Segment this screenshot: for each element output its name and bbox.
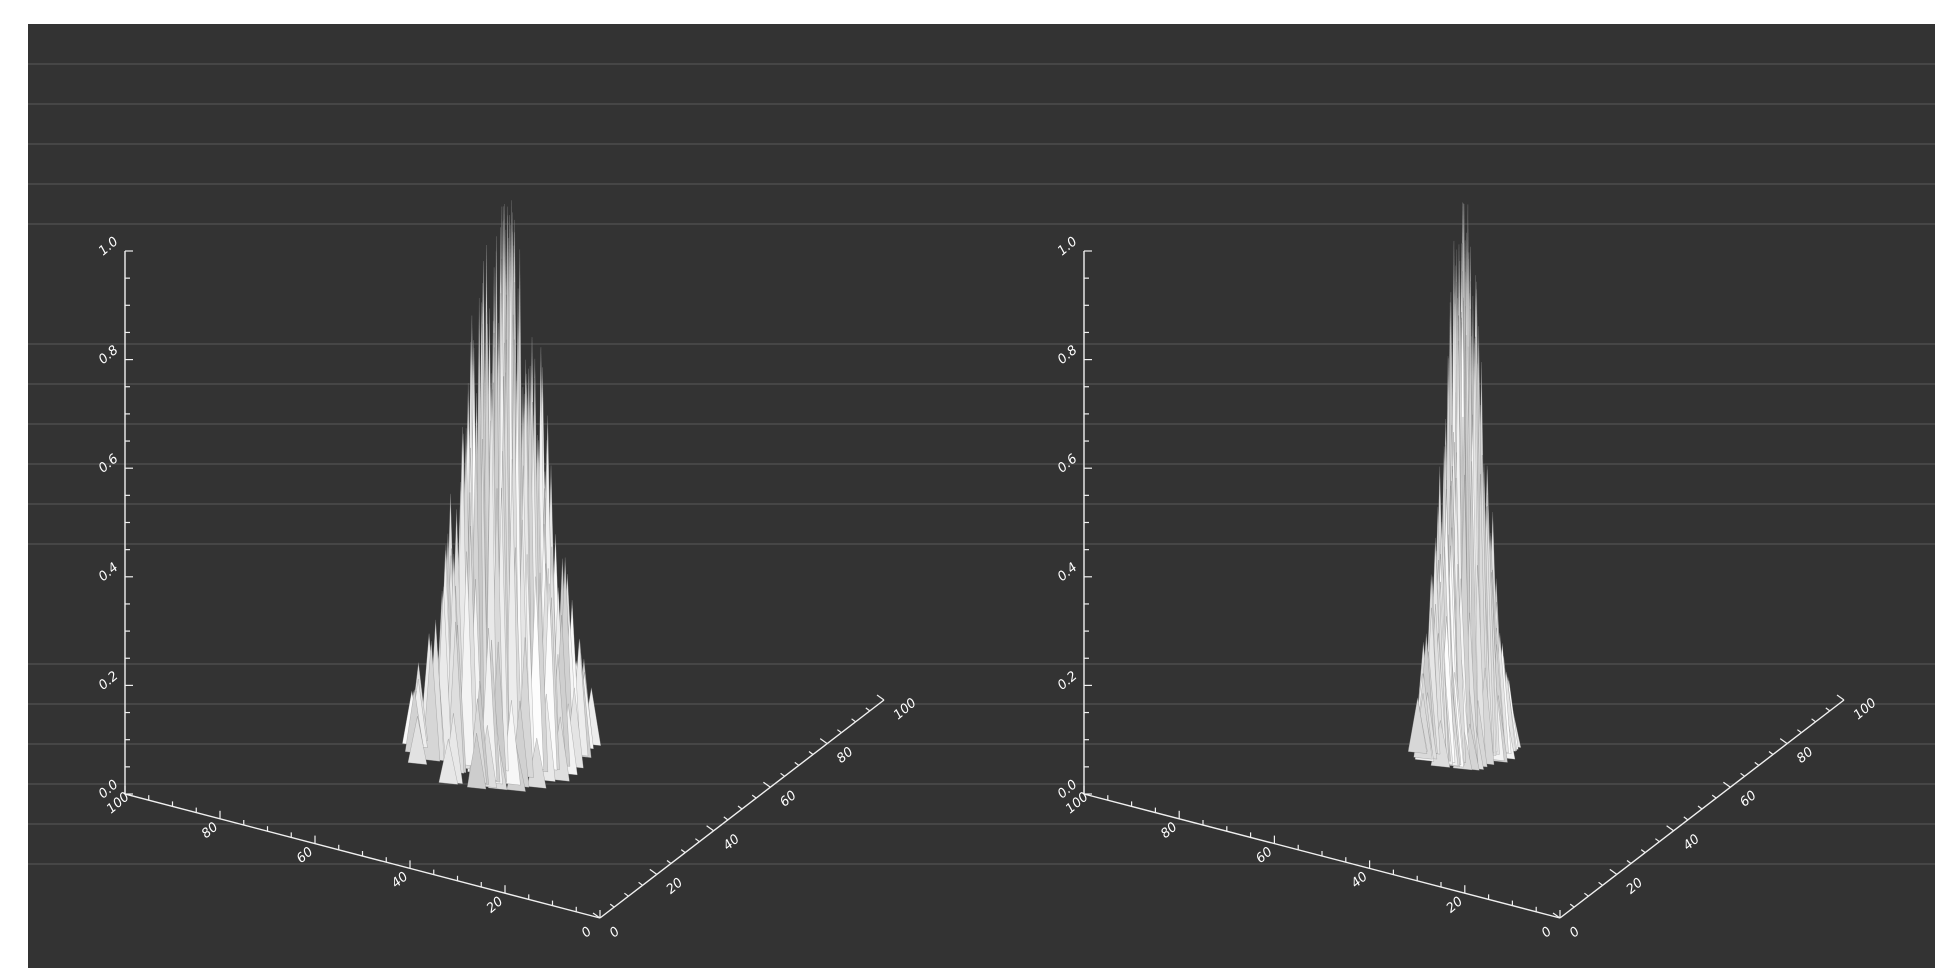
y-tick-mark bbox=[649, 868, 658, 875]
x-tick-label: 20 bbox=[484, 894, 506, 916]
y-tick-mark bbox=[680, 849, 686, 854]
y-tick-label: 60 bbox=[1737, 788, 1759, 810]
z-tick-label: 1.0 bbox=[96, 234, 121, 259]
y-tick-mark bbox=[624, 892, 629, 897]
y-tick-mark bbox=[592, 912, 601, 919]
y-tick-mark bbox=[1711, 794, 1717, 799]
y-tick-mark bbox=[1779, 738, 1788, 745]
y-tick-label: 80 bbox=[834, 745, 856, 767]
y-tick-mark bbox=[1552, 912, 1561, 919]
x-tick-label: 0 bbox=[1539, 924, 1555, 941]
x-tick-label: 80 bbox=[199, 820, 221, 842]
y-tick-mark bbox=[751, 794, 757, 799]
y-tick-mark bbox=[1640, 849, 1646, 854]
y-tick-mark bbox=[1723, 781, 1731, 788]
surface-spike bbox=[438, 738, 459, 785]
y-tick-mark bbox=[609, 903, 615, 908]
y-tick-label: 60 bbox=[777, 788, 799, 810]
y-tick-label: 80 bbox=[1794, 745, 1816, 767]
z-tick-label: 0.8 bbox=[1055, 343, 1080, 368]
y-tick-mark bbox=[865, 707, 871, 712]
surface-peak bbox=[402, 200, 602, 792]
y-tick-mark bbox=[876, 694, 885, 701]
x-tick-label: 60 bbox=[294, 845, 316, 867]
x-tick-label: 80 bbox=[1158, 820, 1180, 842]
y-tick-mark bbox=[666, 860, 672, 864]
z-tick-label: 0.4 bbox=[96, 560, 121, 585]
y-tick-mark bbox=[1569, 903, 1575, 908]
background-scanlines bbox=[28, 63, 1935, 865]
surface-spike bbox=[422, 641, 441, 762]
y-tick-label: 100 bbox=[1851, 696, 1880, 723]
y-tick-label: 40 bbox=[1681, 832, 1703, 854]
y-tick-mark bbox=[1797, 729, 1802, 734]
y-tick-mark bbox=[1683, 816, 1689, 821]
y-tick-mark bbox=[851, 718, 856, 723]
y-tick-mark bbox=[1811, 718, 1816, 723]
y-tick-mark bbox=[706, 825, 714, 832]
z-tick-label: 0.6 bbox=[96, 451, 121, 476]
y-tick-mark bbox=[1584, 892, 1589, 897]
y-tick-mark bbox=[808, 751, 814, 755]
surface-spike bbox=[407, 716, 428, 765]
surface-peak bbox=[1407, 202, 1522, 771]
surface-spike bbox=[458, 551, 475, 767]
x-tick-label: 20 bbox=[1444, 894, 1466, 916]
z-tick-label: 0.4 bbox=[1055, 560, 1080, 585]
y-tick-mark bbox=[780, 772, 785, 777]
surface-plots: 0204060801000204060801000.00.20.40.60.81… bbox=[28, 63, 1935, 941]
surface-chart-left: 0204060801000204060801000.00.20.40.60.81… bbox=[96, 200, 920, 941]
z-tick-label: 0.6 bbox=[1055, 451, 1080, 476]
y-tick-mark bbox=[1598, 881, 1603, 886]
surface-spike bbox=[466, 733, 487, 790]
y-tick-mark bbox=[1626, 860, 1632, 864]
plot-canvas: 0 20 40 60 80 100 0 20 40 60 80 100 0.0 0.2 0.4 0.6 0.8 1… bbox=[28, 24, 1935, 968]
y-tick-label: 20 bbox=[1624, 875, 1646, 897]
z-tick-label: 0.2 bbox=[1055, 669, 1080, 694]
x-tick-label: 60 bbox=[1253, 845, 1275, 867]
y-tick-mark bbox=[1754, 761, 1760, 766]
surface-chart-right: 0204060801000204060801000.00.20.40.60.81… bbox=[1055, 202, 1880, 941]
x-tick-label: 0 bbox=[579, 924, 595, 941]
y-tick-mark bbox=[638, 881, 643, 886]
z-tick-label: 0.8 bbox=[96, 343, 121, 368]
y-tick-mark bbox=[1768, 751, 1774, 755]
y-tick-mark bbox=[1697, 805, 1703, 810]
y-tick-mark bbox=[1655, 838, 1660, 843]
surface-spike bbox=[1407, 697, 1428, 754]
y-tick-mark bbox=[737, 805, 743, 810]
y-tick-label: 0 bbox=[607, 924, 623, 941]
z-tick-label: 1.0 bbox=[1055, 234, 1080, 259]
y-tick-mark bbox=[1825, 707, 1831, 712]
y-tick-label: 100 bbox=[891, 696, 920, 723]
y-tick-mark bbox=[1609, 868, 1618, 875]
y-tick-mark bbox=[819, 738, 828, 745]
x-tick-label: 40 bbox=[1349, 869, 1371, 891]
y-tick-mark bbox=[1836, 694, 1845, 701]
y-tick-mark bbox=[695, 838, 700, 843]
y-tick-mark bbox=[723, 816, 729, 821]
x-tick-label: 40 bbox=[389, 869, 411, 891]
y-tick-mark bbox=[837, 729, 842, 734]
y-tick-mark bbox=[1666, 825, 1674, 832]
y-tick-mark bbox=[1740, 772, 1745, 777]
y-tick-label: 0 bbox=[1567, 924, 1583, 941]
y-tick-mark bbox=[794, 761, 800, 766]
y-tick-label: 20 bbox=[664, 875, 686, 897]
z-tick-label: 0.2 bbox=[96, 669, 121, 694]
y-tick-mark bbox=[763, 781, 771, 788]
y-tick-label: 40 bbox=[721, 832, 743, 854]
